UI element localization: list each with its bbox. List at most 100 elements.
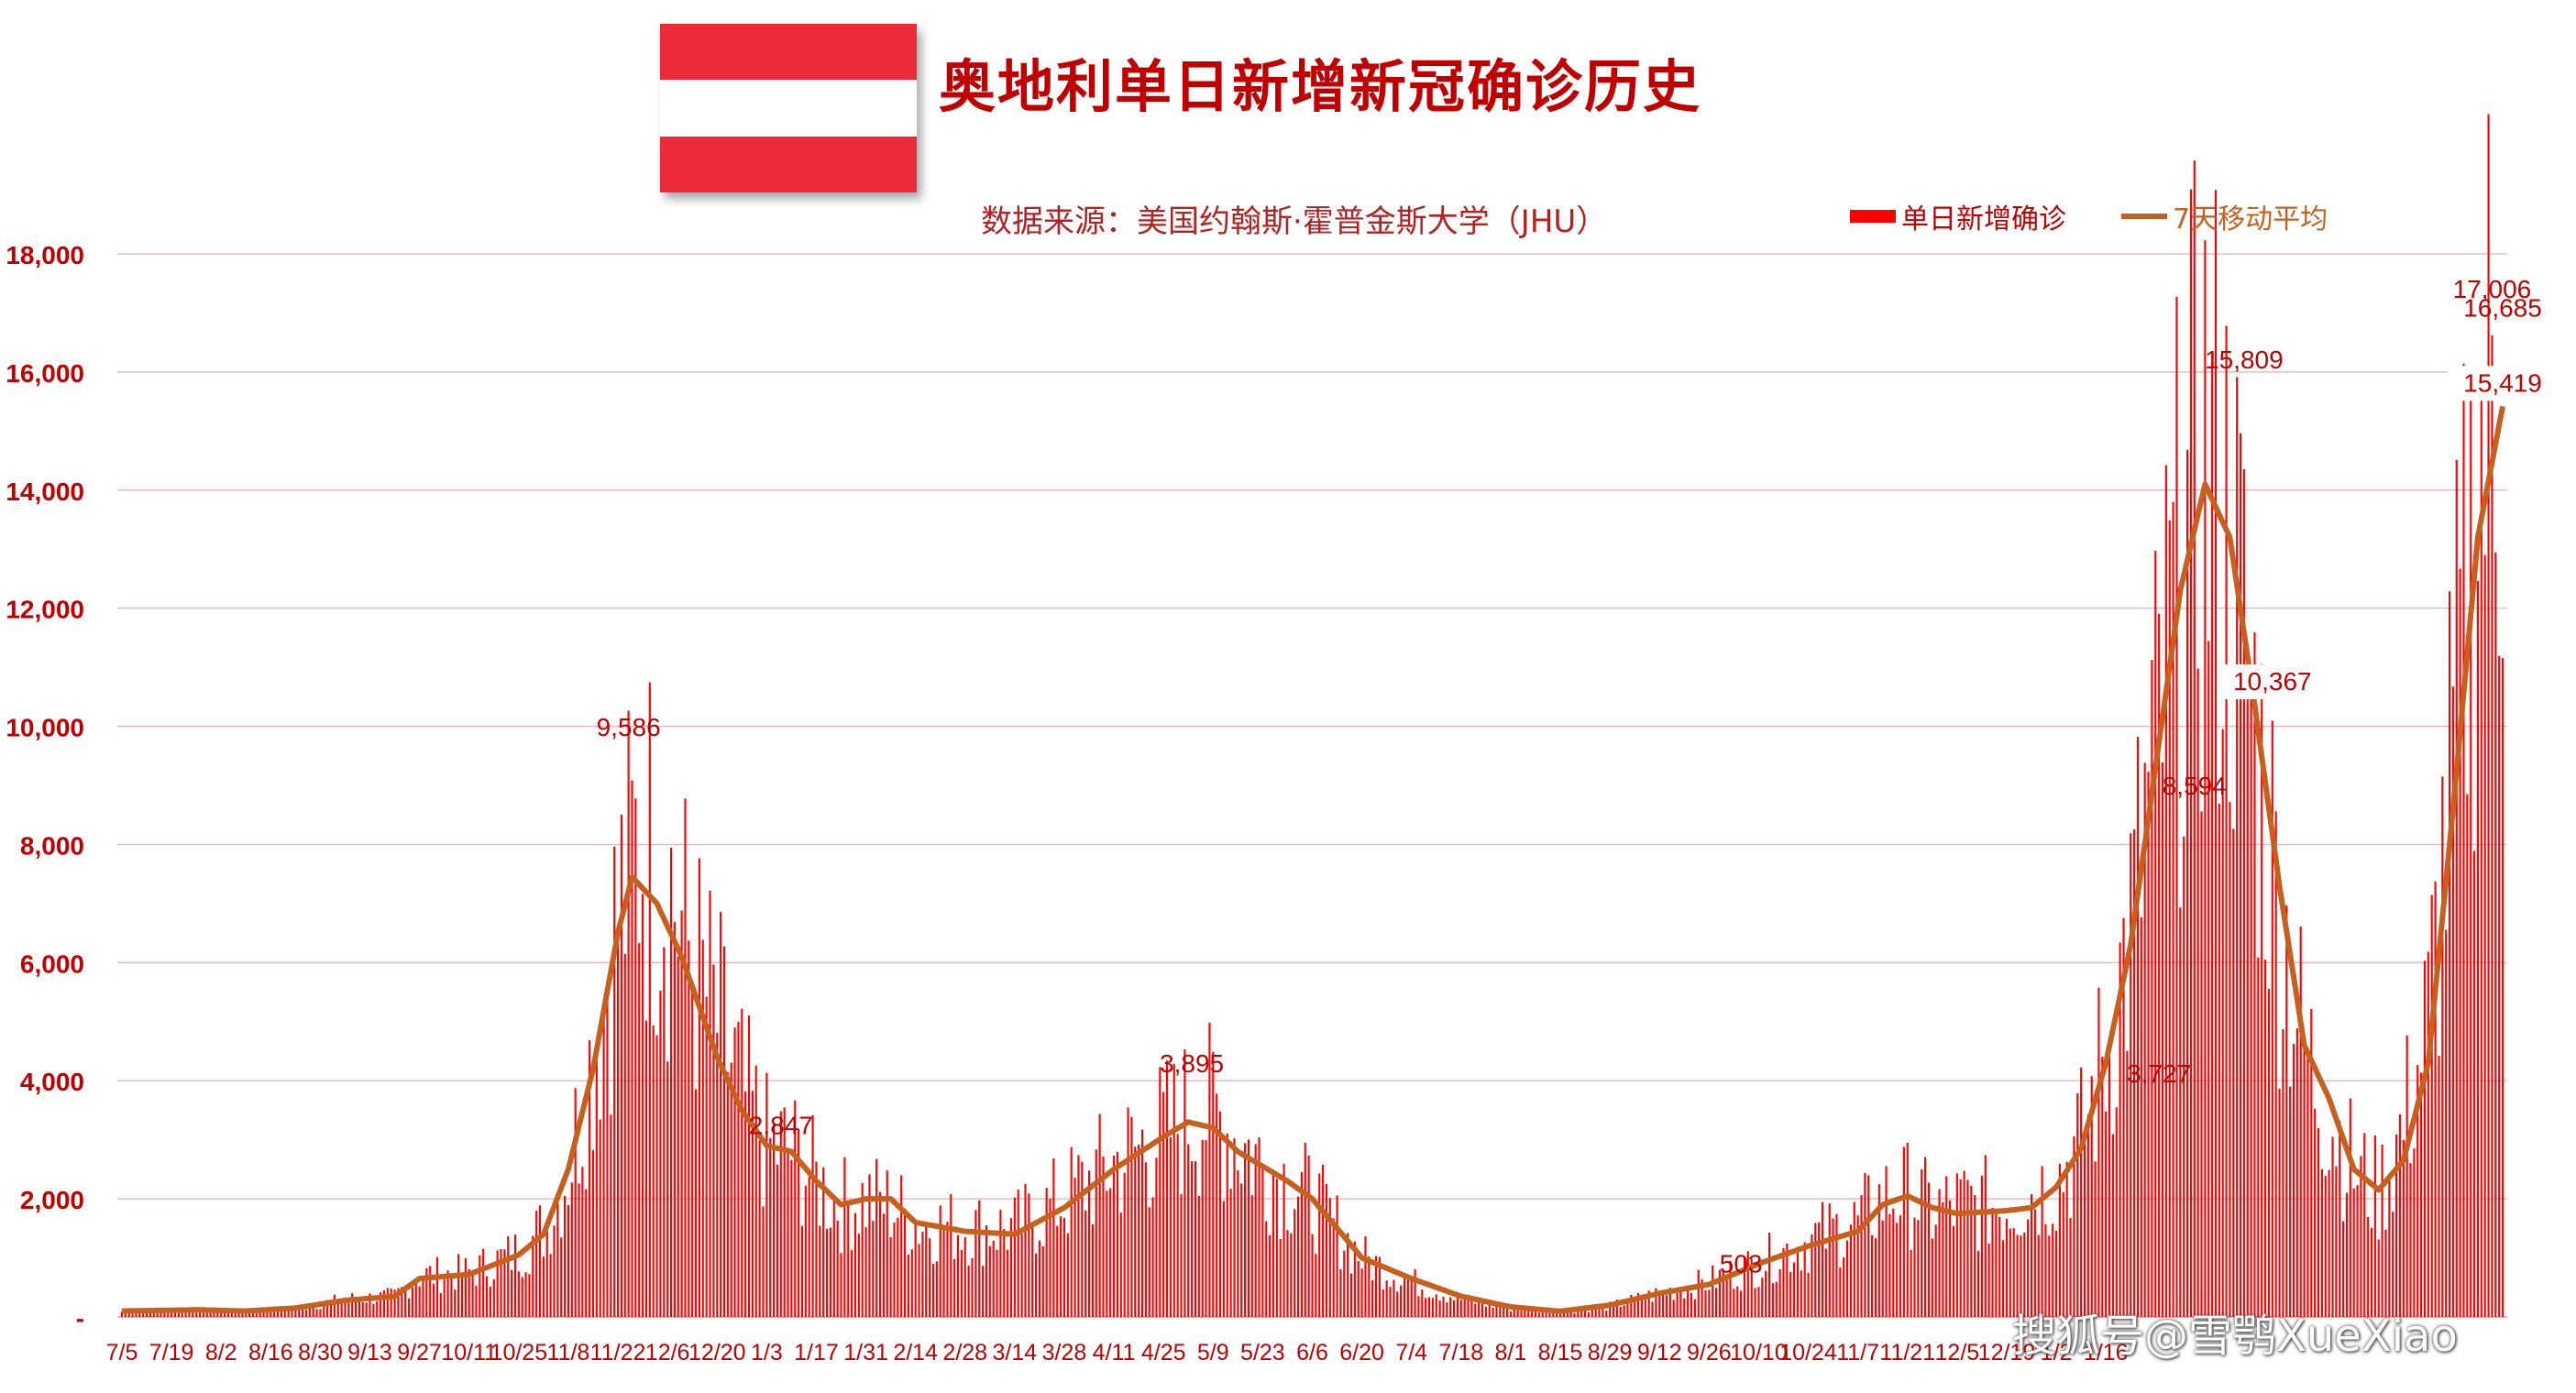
daily-bar bbox=[192, 1311, 194, 1317]
x-tick-label: 11/22 bbox=[590, 1340, 646, 1366]
daily-bar bbox=[538, 1205, 542, 1317]
x-tick-label: 1/31 bbox=[843, 1340, 888, 1366]
x-tick-label: 3/28 bbox=[1042, 1340, 1087, 1366]
daily-bar bbox=[1729, 1260, 1732, 1317]
daily-bar bbox=[1294, 1209, 1296, 1317]
daily-bar bbox=[2044, 1223, 2047, 1317]
daily-bar bbox=[950, 1194, 952, 1317]
daily-bar bbox=[2271, 720, 2273, 1317]
daily-bar bbox=[1339, 1268, 1342, 1317]
daily-bar bbox=[1357, 1260, 1360, 1317]
daily-bar bbox=[1322, 1164, 1325, 1317]
daily-bar bbox=[2136, 737, 2140, 1317]
daily-bar bbox=[1835, 1213, 1838, 1317]
daily-bar bbox=[528, 1274, 531, 1317]
daily-bar bbox=[585, 1189, 588, 1317]
daily-bar bbox=[287, 1310, 290, 1317]
daily-bar bbox=[532, 1235, 534, 1317]
daily-bar bbox=[1247, 1139, 1250, 1317]
x-tick-label: 9/12 bbox=[1637, 1340, 1682, 1366]
daily-bar bbox=[2094, 1161, 2097, 1317]
daily-bar bbox=[167, 1312, 170, 1317]
daily-bar bbox=[2172, 501, 2174, 1317]
daily-bar bbox=[1020, 1234, 1023, 1317]
daily-bar bbox=[2331, 1136, 2334, 1317]
daily-bar bbox=[1162, 1091, 1165, 1317]
data-labels: 9,586 2,847 3,895 503 3,727 8,594 15,809 10,367… bbox=[597, 275, 2558, 1278]
daily-bar bbox=[361, 1301, 364, 1317]
daily-bar bbox=[1545, 1309, 1547, 1317]
x-tick-label: 4/25 bbox=[1141, 1340, 1186, 1366]
daily-bar bbox=[1417, 1296, 1420, 1317]
daily-bar bbox=[1148, 1207, 1150, 1317]
y-axis: - 2,000 4,000 6,000 8,000 10,000 12,000 14,000 1… bbox=[6, 241, 84, 1333]
daily-bar bbox=[1300, 1171, 1303, 1317]
daily-bar bbox=[248, 1311, 251, 1317]
daily-bar bbox=[386, 1288, 389, 1317]
daily-bar bbox=[1647, 1290, 1650, 1317]
daily-bar bbox=[1672, 1300, 1675, 1317]
daily-bars bbox=[120, 114, 2504, 1318]
daily-bar bbox=[2218, 803, 2220, 1317]
daily-bar bbox=[1623, 1305, 1625, 1317]
daily-bar bbox=[433, 1283, 435, 1317]
daily-bar bbox=[886, 1169, 888, 1317]
daily-bar bbox=[666, 1061, 669, 1317]
daily-bar bbox=[435, 1256, 439, 1317]
daily-bar bbox=[2037, 1234, 2040, 1317]
daily-bar bbox=[1414, 1268, 1416, 1317]
daily-bar bbox=[741, 1008, 743, 1317]
daily-bar bbox=[1552, 1311, 1555, 1317]
daily-bar bbox=[397, 1288, 400, 1317]
x-tick-label: 6/20 bbox=[1339, 1340, 1384, 1366]
legend-item-line[interactable]: 7天移动平均 bbox=[2121, 196, 2328, 236]
daily-bar bbox=[1113, 1155, 1116, 1317]
daily-bar bbox=[1353, 1241, 1356, 1317]
daily-bar bbox=[553, 1225, 556, 1317]
daily-bar bbox=[2274, 811, 2277, 1317]
y-tick-label: - bbox=[76, 1304, 84, 1333]
x-tick-label: 8/30 bbox=[298, 1340, 343, 1366]
daily-bar bbox=[2398, 1113, 2401, 1317]
daily-bar bbox=[2250, 681, 2252, 1317]
daily-bar bbox=[1216, 1093, 1218, 1317]
daily-bar bbox=[1910, 1249, 1912, 1317]
daily-bar bbox=[2140, 916, 2142, 1317]
daily-bar bbox=[171, 1310, 173, 1317]
daily-bar bbox=[1959, 1179, 1962, 1317]
daily-bar bbox=[1562, 1311, 1565, 1317]
daily-bar bbox=[2352, 1188, 2355, 1317]
daily-bar bbox=[1580, 1310, 1583, 1317]
daily-bar bbox=[2320, 1168, 2323, 1317]
daily-bar bbox=[1877, 1184, 1880, 1317]
daily-bar bbox=[2211, 363, 2214, 1318]
daily-bar bbox=[1736, 1286, 1739, 1317]
daily-bar bbox=[556, 1195, 559, 1317]
daily-bar bbox=[1980, 1175, 1983, 1317]
daily-bar bbox=[312, 1305, 314, 1317]
daily-bar bbox=[471, 1272, 474, 1317]
daily-bar bbox=[1818, 1222, 1821, 1317]
daily-bar bbox=[832, 1194, 835, 1317]
daily-bar bbox=[1765, 1270, 1767, 1317]
daily-bar bbox=[999, 1210, 1002, 1317]
legend-item-bars[interactable]: 单日新增确诊 bbox=[1850, 196, 2066, 236]
daily-bar bbox=[688, 940, 690, 1317]
daily-bar bbox=[684, 798, 687, 1317]
x-tick-label: 11/7 bbox=[1836, 1340, 1879, 1366]
daily-bar bbox=[2200, 811, 2203, 1317]
daily-bar bbox=[1998, 1216, 2001, 1317]
daily-bar bbox=[1084, 1210, 1087, 1317]
daily-bar bbox=[1425, 1298, 1427, 1317]
daily-bar bbox=[1665, 1295, 1668, 1317]
flag-top-band bbox=[660, 24, 917, 81]
daily-bar bbox=[450, 1276, 453, 1317]
data-label-box bbox=[2448, 366, 2558, 401]
x-tick-label: 12/20 bbox=[688, 1340, 746, 1366]
daily-bar bbox=[1470, 1299, 1473, 1317]
daily-bar bbox=[790, 1159, 793, 1317]
daily-bar bbox=[2236, 377, 2239, 1317]
y-tick-label: 14,000 bbox=[6, 477, 84, 506]
daily-bar bbox=[2033, 1209, 2036, 1317]
daily-bar bbox=[2367, 1216, 2370, 1317]
